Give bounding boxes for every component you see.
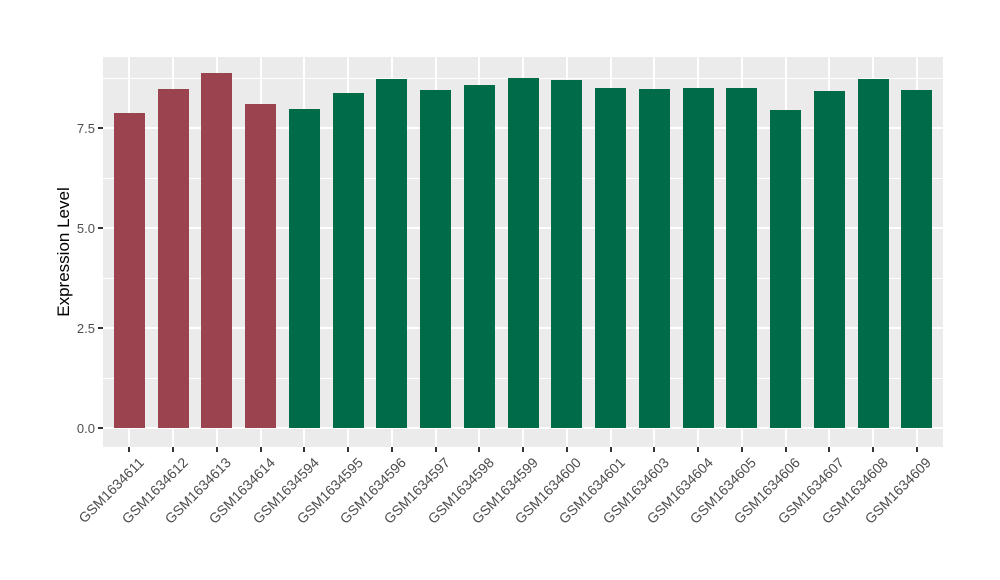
bar-GSM1634604 [682,88,714,428]
bar-GSM1634605 [726,88,758,428]
y-tick-mark [98,127,103,129]
bar-GSM1634597 [420,90,451,428]
y-tick-label: 7.5 [76,120,95,136]
bar-GSM1634599 [507,78,539,428]
bar-GSM1634595 [332,92,364,428]
x-tick-mark [565,447,568,452]
bar-GSM1634614 [245,104,276,428]
x-tick-mark [347,447,349,452]
bar-GSM1634609 [901,90,933,428]
bar-GSM1634598 [463,84,495,428]
bar-GSM1634607 [813,90,845,428]
y-tick-mark [98,427,103,429]
y-axis-title: Expression Level [54,187,73,317]
x-tick-mark [303,447,306,452]
x-tick-mark [434,447,437,452]
x-tick-mark [784,447,787,452]
bar-GSM1634613 [201,73,233,428]
x-tick-mark [478,447,481,452]
y-tick-label: 0.0 [76,420,95,436]
x-tick-mark [697,447,699,452]
bar-GSM1634611 [113,112,145,428]
bar-GSM1634603 [638,89,670,428]
x-tick-mark [390,447,393,452]
x-tick-mark [522,447,524,452]
y-tick-mark [98,327,103,329]
y-tick-label: 2.5 [76,320,95,336]
bar-GSM1634612 [157,89,189,428]
x-tick-mark [259,447,262,452]
bar-GSM1634594 [288,109,320,428]
x-tick-mark [653,447,656,452]
x-tick-mark [172,447,174,452]
x-tick-mark [740,447,743,452]
bar-GSM1634606 [770,110,801,428]
x-tick-mark [128,447,131,452]
x-tick-mark [828,447,831,452]
x-tick-mark [915,447,918,452]
bar-GSM1634600 [551,80,583,428]
y-tick-label: 5.0 [76,220,95,236]
bar-GSM1634608 [857,79,889,428]
bar-GSM1634596 [376,79,408,428]
y-tick-mark [98,227,103,229]
x-tick-mark [609,447,612,452]
x-tick-mark [215,447,218,452]
x-tick-mark [872,447,874,452]
plot-panel [103,57,943,447]
bar-GSM1634601 [595,88,626,428]
